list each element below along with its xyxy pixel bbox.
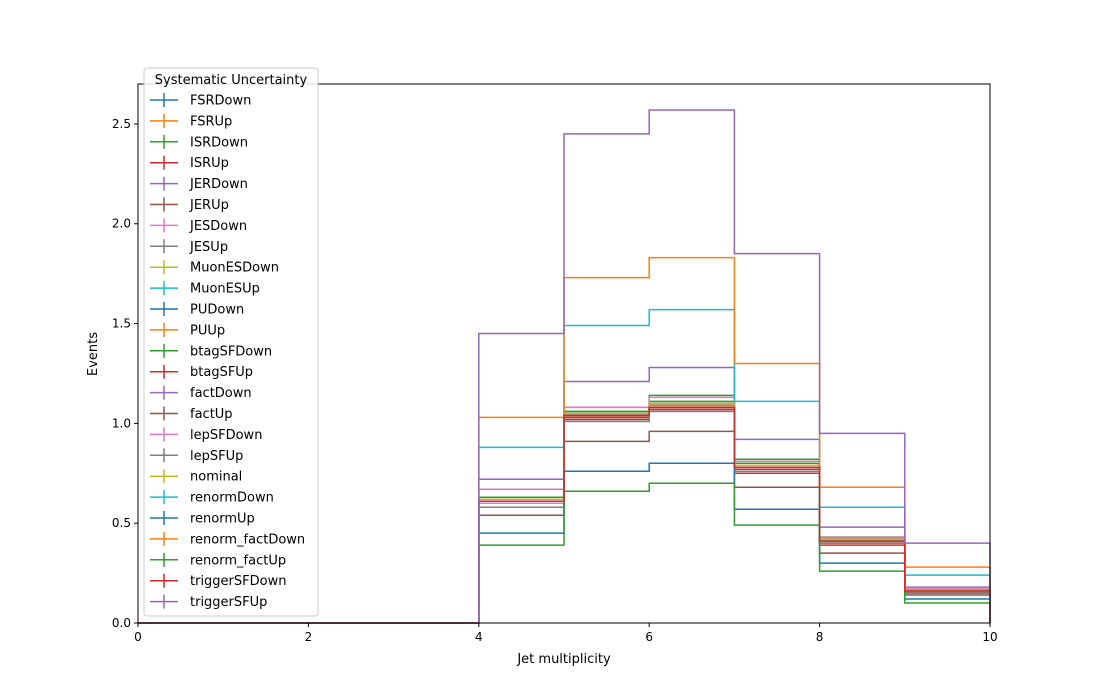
y-tick-label: 0.0 [112, 616, 131, 630]
legend-entry: lepSFUp [150, 448, 243, 464]
legend-label: triggerSFUp [190, 595, 267, 610]
legend-title: Systematic Uncertainty [155, 73, 308, 88]
legend-label: ISRDown [190, 135, 248, 150]
legend-entry: btagSFUp [150, 364, 253, 380]
legend-entry: JERUp [150, 197, 229, 213]
y-tick-label: 2.5 [112, 117, 131, 131]
legend-frame [143, 67, 319, 617]
legend-label: FSRUp [190, 114, 232, 129]
legend-entry: JESDown [150, 218, 247, 234]
legend-entry: triggerSFDown [150, 573, 286, 589]
legend-entry: JERDown [150, 176, 248, 192]
legend-label: triggerSFDown [190, 574, 286, 589]
legend-label: FSRDown [190, 94, 251, 109]
y-tick-label: 2.0 [112, 217, 131, 231]
legend-entry: nominal [150, 469, 242, 485]
plot-frame [137, 83, 991, 624]
legend-label: factDown [190, 386, 252, 401]
legend-entry: JESUp [150, 239, 228, 255]
legend-entry: FSRDown [150, 93, 251, 109]
legend-label: renormUp [190, 512, 255, 527]
x-tick-label: 4 [475, 630, 483, 644]
legend-entry: MuonESUp [150, 281, 260, 297]
legend-label: renorm_factDown [190, 532, 305, 547]
legend-label: btagSFUp [190, 365, 253, 380]
legend-entry: lepSFDown [150, 427, 262, 443]
legend-entry: factDown [150, 385, 252, 401]
y-axis-label: Events [86, 332, 101, 376]
legend-label: MuonESUp [190, 282, 260, 297]
legend-entry: renormDown [150, 490, 274, 506]
legend-entry: FSRUp [150, 113, 232, 129]
legend-label: lepSFUp [190, 449, 243, 464]
y-tick-label: 0.5 [112, 516, 131, 530]
y-axis: 0.0 0.5 1.0 1.5 2.0 2.5 [112, 117, 138, 630]
x-axis-label: Jet multiplicity [516, 652, 611, 667]
legend-entry: factUp [150, 406, 233, 422]
x-tick-label: 6 [645, 630, 653, 644]
legend-label: JESDown [189, 219, 247, 234]
legend-entry: MuonESDown [150, 260, 279, 276]
legend-label: MuonESDown [190, 261, 279, 276]
legend-entry: renorm_factUp [150, 552, 286, 568]
legend-label: nominal [190, 470, 242, 485]
legend-entry: renorm_factDown [150, 531, 305, 547]
legend-entry: renormUp [150, 511, 255, 527]
legend-label: JERUp [189, 198, 229, 213]
x-axis: 0 2 4 6 8 10 [134, 623, 998, 644]
legend-items: FSRDown FSRUp ISRDown ISRUp JERDown JERUp JESD… [150, 93, 305, 610]
legend-label: JERDown [189, 177, 248, 192]
y-tick-label: 1.5 [112, 317, 131, 331]
x-tick-label: 2 [305, 630, 313, 644]
legend: Systematic Uncertainty FSRDown FSRUp ISRDo… [143, 67, 319, 617]
legend-label: JESUp [189, 240, 228, 255]
legend-label: lepSFDown [190, 428, 262, 443]
legend-label: factUp [190, 407, 233, 422]
x-tick-label: 0 [134, 630, 142, 644]
legend-entry: PUDown [150, 302, 244, 318]
legend-entry: ISRUp [150, 155, 229, 171]
legend-entry: triggerSFUp [150, 594, 267, 610]
x-tick-label: 10 [982, 630, 997, 644]
legend-label: btagSFDown [190, 344, 272, 359]
y-tick-label: 1.0 [112, 416, 131, 430]
legend-label: PUDown [190, 303, 244, 318]
x-tick-label: 8 [816, 630, 824, 644]
legend-label: ISRUp [190, 156, 229, 171]
legend-entry: btagSFDown [150, 343, 272, 359]
legend-label: PUUp [190, 323, 225, 338]
legend-entry: ISRDown [150, 134, 248, 150]
legend-label: renormDown [190, 491, 274, 506]
legend-label: renorm_factUp [190, 553, 286, 568]
legend-entry: PUUp [150, 322, 225, 338]
